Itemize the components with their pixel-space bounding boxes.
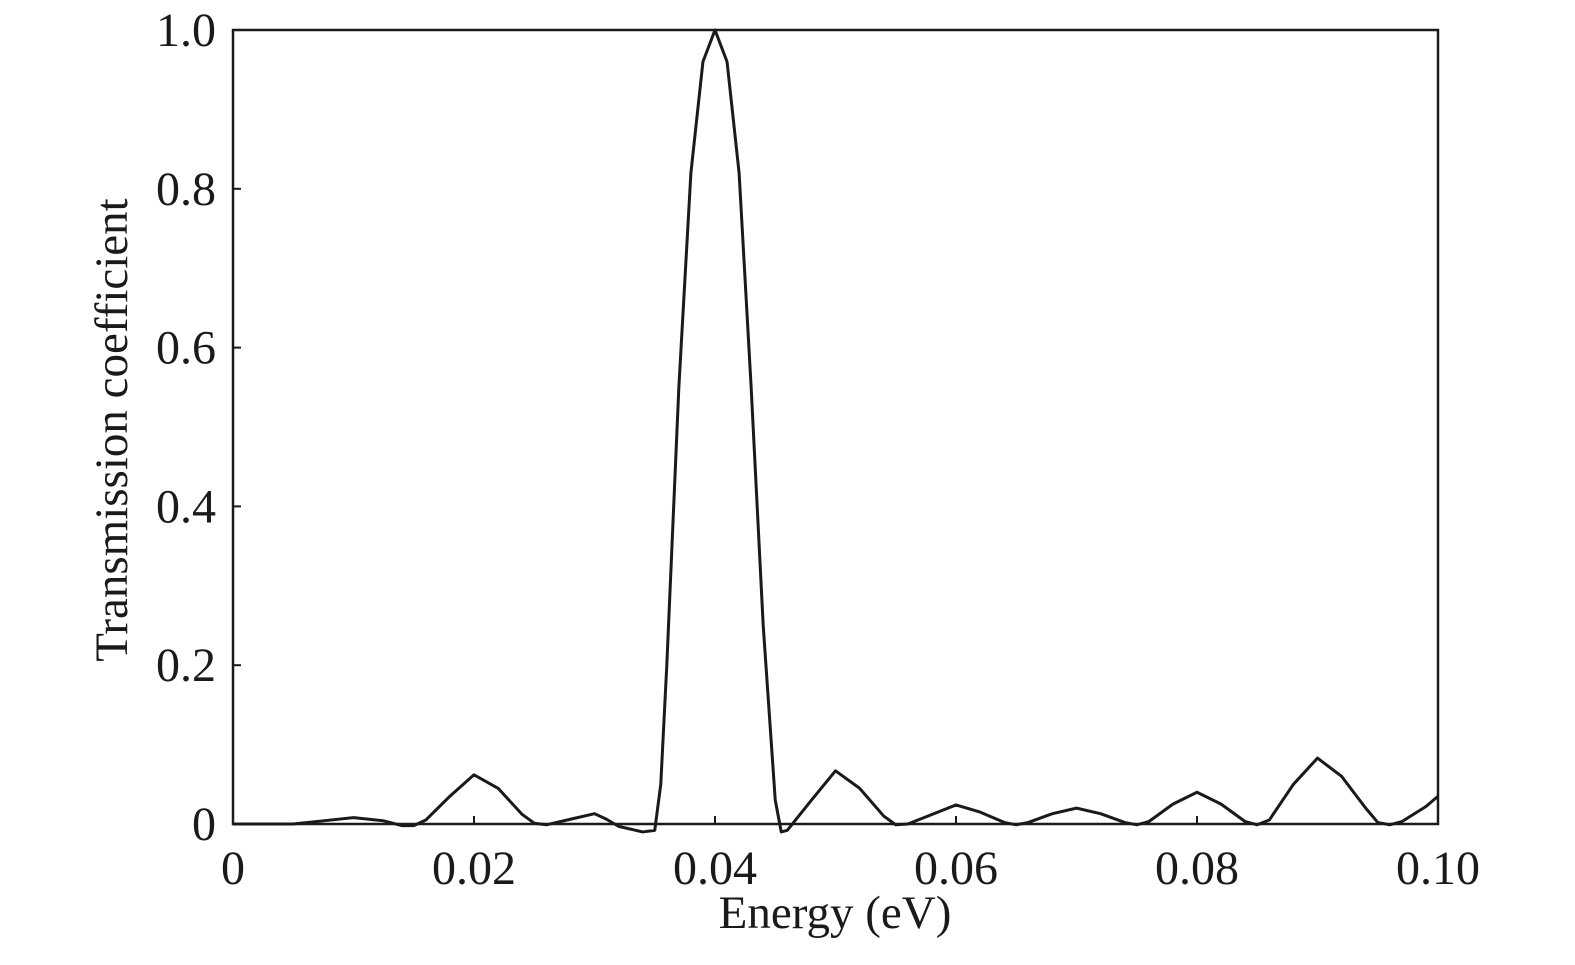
y-tick-label: 0.2	[156, 639, 216, 692]
x-tick-label: 0.04	[673, 842, 757, 895]
x-tick-label: 0.10	[1396, 842, 1480, 895]
y-tick-label: 0.8	[156, 163, 216, 216]
y-tick-label: 1.0	[156, 4, 216, 57]
line-series	[233, 28, 1439, 834]
x-tick-label: 0	[221, 842, 245, 895]
x-tick-label: 0.02	[432, 842, 516, 895]
x-axis-label: Energy (eV)	[719, 887, 952, 939]
y-axis-label: Transmission coefficient	[86, 198, 138, 661]
x-tick-label: 0.08	[1155, 842, 1239, 895]
y-tick-label: 0.6	[156, 322, 216, 375]
plot-frame	[231, 28, 1440, 826]
y-tick-label: 0.4	[156, 480, 216, 533]
x-tick-label: 0.06	[914, 842, 998, 895]
y-tick-label: 0	[192, 798, 216, 851]
